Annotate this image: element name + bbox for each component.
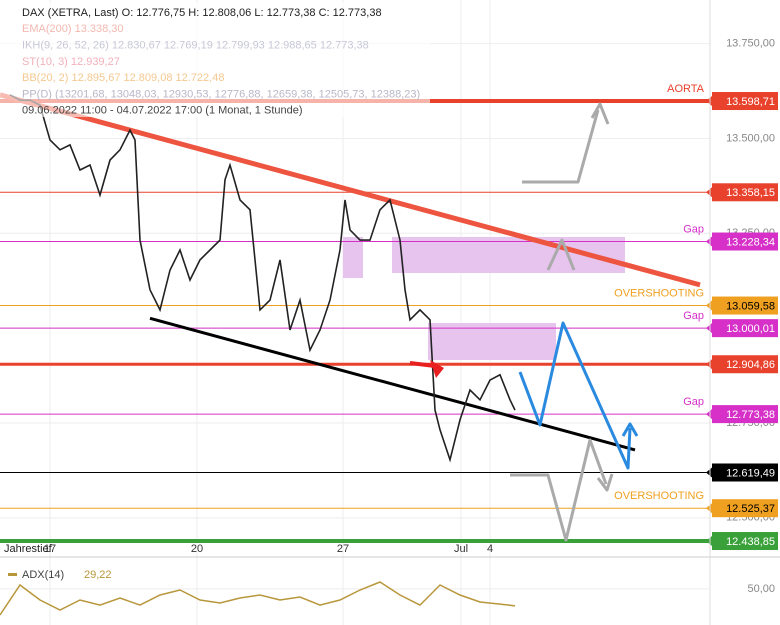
level-label-box [712,463,778,482]
level-label-box [712,296,778,315]
level-label: 13.598,71 [726,96,775,108]
level-note: AORTA [667,83,705,95]
x-tick-label: 27 [337,543,349,555]
legend-swatch [8,573,17,576]
level-label: 13.358,15 [726,187,775,199]
level-label-box [712,232,778,251]
level-label-box [712,499,778,518]
adx-panel: 50,00 ADX(14) 29,22 [0,569,775,616]
level-label-box [712,532,778,551]
trendline [0,92,701,288]
forecast-arrow [522,109,600,184]
level-note: Gap [683,223,704,235]
level-label: 13.059,58 [726,300,775,312]
level-label-box [712,92,778,111]
level-label: 12.619,49 [726,467,775,479]
plot [0,92,701,463]
level-note: OVERSHOOTING [614,490,704,502]
labels: 13.750,0013.500,0013.250,0013.000,0012.7… [0,2,778,555]
price-line [0,581,516,616]
header-line: EMA(200) 13.338,30 [22,23,124,35]
y-tick-label: 13.500,00 [726,132,775,144]
level-label-box [712,183,778,202]
header-line: ST(10, 3) 12.939,27 [22,56,120,68]
gap-zone [428,323,556,360]
level-label: 13.228,34 [726,236,775,248]
level-label: 13.000,01 [726,323,775,335]
level-label: 12.773,38 [726,409,775,421]
legend-name: ADX(14) [22,569,64,581]
trendline [149,316,636,452]
gap-zone [343,237,363,278]
arrow-head [430,360,444,378]
y-tick-label: 50,00 [747,583,775,595]
arrow-head [590,102,610,125]
arrow-head [596,473,614,492]
price-line [9,94,516,463]
legend-value: 29,22 [84,569,112,581]
forecast-arrows [409,102,639,542]
forecast-arrow [510,438,608,542]
level-label-box [712,355,778,374]
header-line: 09.06.2022 11:00 - 04.07.2022 17:00 (1 M… [22,105,303,117]
header-line: DAX (XETRA, Last) O: 12.776,75 H: 12.808… [22,7,382,19]
arrow-head [621,422,639,437]
x-tick-label: 20 [191,543,203,555]
level-label: 12.438,85 [726,536,775,548]
level-label-box [712,405,778,424]
y-tick-label: 13.750,00 [726,38,775,50]
annotation: Jahrestief [4,543,53,555]
level-label-box [712,319,778,338]
header-line: BB(20, 2) 12.895,67 12.809,08 12.722,48 [22,72,224,84]
level-note: OVERSHOOTING [614,287,704,299]
level-note: Gap [683,396,704,408]
signal-arrow [409,361,436,368]
header-line: IKH(9, 26, 52, 26) 12.830,67 12.769,19 1… [22,40,369,52]
level-note: Gap [683,310,704,322]
level-label: 12.525,37 [726,503,775,515]
header-backdrop [0,2,430,117]
forecast-arrow [546,238,576,271]
x-tick-label: Jul [454,543,468,555]
level-label: 12.904,86 [726,359,775,371]
x-tick-label: 17 [44,543,56,555]
header-line: PP(D) (13201,68, 13048,03, 12930,53, 127… [22,88,420,100]
forecast-arrow [518,321,632,470]
x-tick-label: 4 [487,543,493,555]
